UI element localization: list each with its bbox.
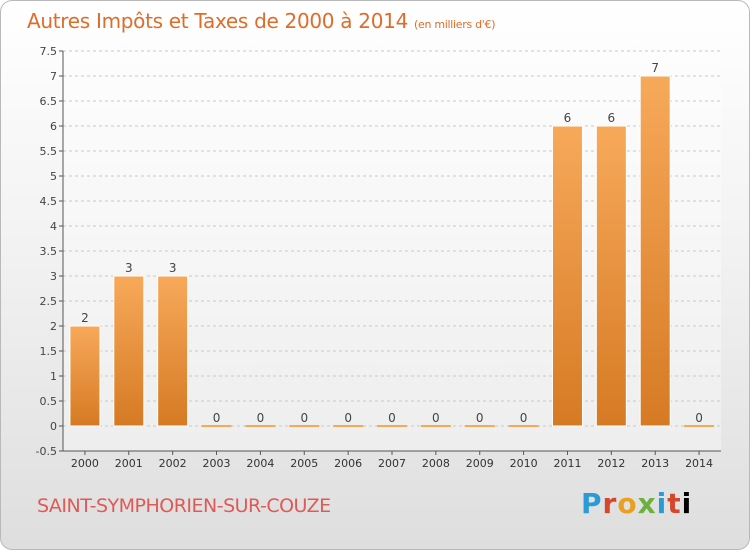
x-tick-label: 2006 xyxy=(334,457,362,470)
y-tick-label: 2 xyxy=(50,320,57,333)
data-label: 0 xyxy=(344,411,352,425)
town-name: SAINT-SYMPHORIEN-SUR-COUZE xyxy=(37,495,331,517)
bar xyxy=(245,425,276,427)
y-tick-label: 6 xyxy=(50,120,57,133)
y-tick-label: 3 xyxy=(50,270,57,283)
data-label: 0 xyxy=(476,411,484,425)
data-label: 6 xyxy=(564,111,572,125)
x-tick-label: 2004 xyxy=(246,457,274,470)
bar xyxy=(333,425,364,427)
bar xyxy=(420,425,451,427)
data-label: 3 xyxy=(125,261,133,275)
y-tick-label: 0 xyxy=(50,420,57,433)
title-text: Autres Impôts et Taxes de 2000 à 2014 xyxy=(27,9,408,33)
bar xyxy=(639,75,671,427)
y-tick-label: 5 xyxy=(50,170,57,183)
x-tick-label: 2012 xyxy=(597,457,625,470)
bar xyxy=(551,125,583,427)
x-tick-label: 2007 xyxy=(378,457,406,470)
x-tick-label: 2001 xyxy=(115,457,143,470)
x-tick-label: 2002 xyxy=(159,457,187,470)
y-tick-label: 1.5 xyxy=(40,345,58,358)
logo-letter: P xyxy=(581,487,603,520)
logo-letter: t xyxy=(667,487,682,520)
y-tick-label: 6.5 xyxy=(40,95,58,108)
y-tick-label: 0.5 xyxy=(40,395,58,408)
y-tick-label: 3.5 xyxy=(40,245,58,258)
logo-letter: i xyxy=(656,487,668,520)
data-label: 0 xyxy=(213,411,221,425)
x-tick-label: 2011 xyxy=(553,457,581,470)
bar xyxy=(157,275,189,427)
bar xyxy=(684,425,715,427)
logo-letter: x xyxy=(637,487,657,520)
bar xyxy=(113,275,145,427)
bar xyxy=(508,425,539,427)
y-tick-label: 5.5 xyxy=(40,145,58,158)
data-label: 0 xyxy=(300,411,308,425)
x-tick-label: 2000 xyxy=(71,457,99,470)
data-label: 0 xyxy=(432,411,440,425)
proxiti-logo: Proxiti xyxy=(581,487,692,520)
logo-letter: r xyxy=(602,487,618,520)
bar xyxy=(201,425,232,427)
y-tick-label: 7.5 xyxy=(40,45,58,58)
x-tick-label: 2008 xyxy=(422,457,450,470)
y-tick-label: -0.5 xyxy=(36,445,57,458)
x-tick-label: 2014 xyxy=(685,457,713,470)
data-label: 6 xyxy=(608,111,616,125)
chart-subtitle: (en milliers d'€) xyxy=(414,18,496,31)
x-tick-label: 2003 xyxy=(203,457,231,470)
data-label: 0 xyxy=(388,411,396,425)
logo-letter: o xyxy=(617,487,638,520)
data-label: 0 xyxy=(257,411,265,425)
data-label: 3 xyxy=(169,261,177,275)
y-tick-label: 4.5 xyxy=(40,195,58,208)
y-tick-label: 4 xyxy=(50,220,57,233)
x-tick-label: 2010 xyxy=(510,457,538,470)
data-label: 0 xyxy=(695,411,703,425)
bar xyxy=(377,425,407,427)
x-tick-label: 2005 xyxy=(290,457,318,470)
chart-title: Autres Impôts et Taxes de 2000 à 2014 (en… xyxy=(27,9,495,33)
data-label: 0 xyxy=(520,411,528,425)
bar xyxy=(595,125,627,427)
data-label: 7 xyxy=(651,61,659,75)
bar xyxy=(464,425,495,427)
bar xyxy=(69,325,101,427)
data-label: 2 xyxy=(81,311,89,325)
x-tick-label: 2013 xyxy=(641,457,669,470)
logo-letter: i xyxy=(681,487,693,520)
x-tick-label: 2009 xyxy=(466,457,494,470)
y-tick-label: 1 xyxy=(50,370,57,383)
bar xyxy=(289,425,320,427)
y-tick-label: 2.5 xyxy=(40,295,58,308)
y-tick-label: 7 xyxy=(50,70,57,83)
